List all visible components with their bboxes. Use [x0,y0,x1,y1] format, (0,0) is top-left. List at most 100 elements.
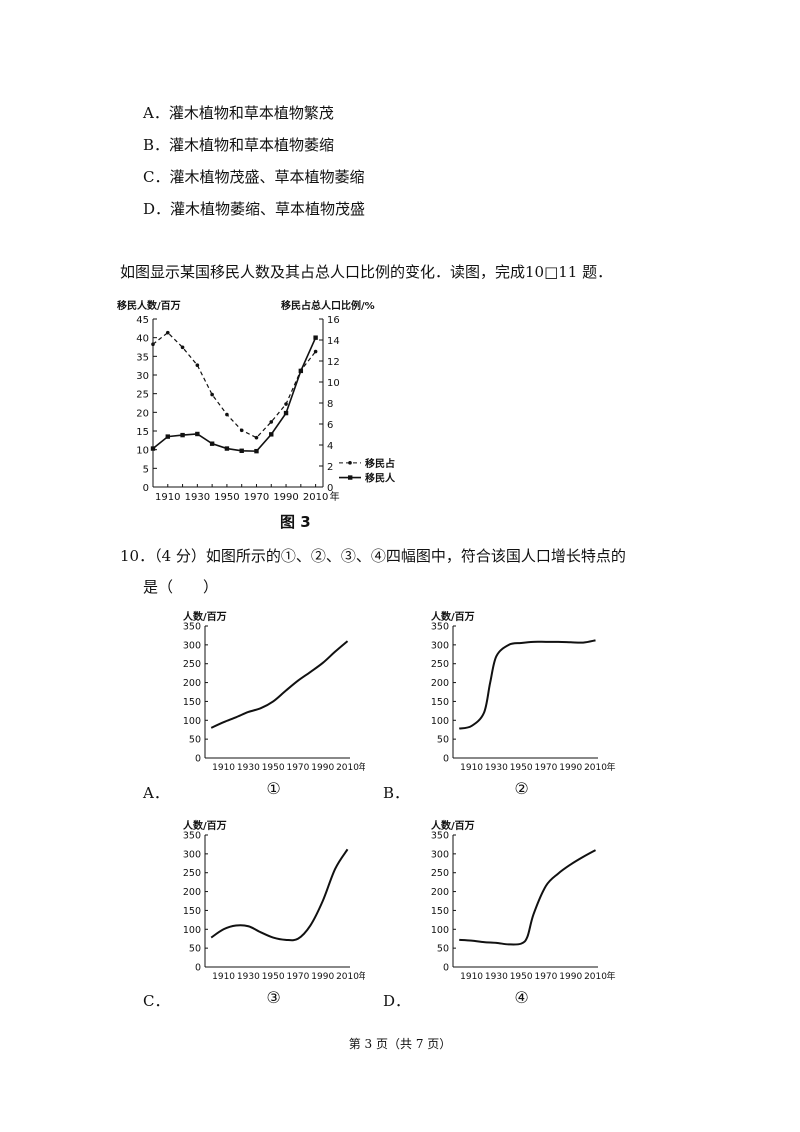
y-axis-label: 人数/百万 [431,819,475,832]
y-tick-label: 250 [431,868,449,879]
data-point-count [224,446,230,451]
y-tick-label: 300 [431,849,449,860]
data-point-count [165,434,170,439]
y-tick-label: 250 [431,659,449,670]
option-letter: C． [143,168,170,186]
y-tick-label-right: 12 [327,357,340,368]
chart-option-1: 人数/百万 0 50 100 150 200 250 300 350 1910 1930 1950 19… [165,608,368,807]
y-tick-label: 200 [431,887,449,898]
x-tick-label: 1990 [273,492,298,503]
data-point-count [269,432,274,437]
y-tick-label: 350 [183,622,201,633]
y-tick-label: 0 [443,963,449,974]
data-point-ratio [195,363,200,367]
x-tick-label: 1970 [534,972,557,982]
option-a-q10: A． [143,784,169,802]
x-tick-label: 1910 [460,972,483,982]
y-tick-label-right: 16 [327,315,340,326]
x-tick-label: 1970 [244,492,269,503]
y-tick-label: 50 [189,944,201,955]
data-point-ratio [165,330,170,335]
data-point-ratio [239,428,244,433]
y-tick-label-left: 40 [136,334,149,345]
option-letter: A． [143,104,169,122]
y-tick-label-left: 0 [143,483,149,494]
y-tick-label-right: 8 [327,399,333,410]
x-tick-label: 1930 [237,972,260,982]
x-tick-label: 2010 [336,972,359,982]
option-text: 灌木植物和草本植物萎缩 [169,136,335,154]
x-tick-label: 1970 [286,972,309,982]
data-point-count [254,448,259,454]
y-tick-label: 200 [183,887,201,898]
option-d-q9: D．灌木植物萎缩、草本植物茂盛 [143,198,365,219]
y-tick-label: 0 [195,963,201,974]
y-tick-label-left: 25 [136,390,149,401]
chart-number-label: ④ [514,988,528,1007]
x-tick-label: 1950 [214,492,239,503]
y-tick-label-right: 14 [327,336,340,347]
x-tick-label: 1910 [212,763,235,773]
data-point-ratio [269,420,274,424]
data-point-ratio [225,412,229,417]
y-tick-label-left: 20 [136,408,149,419]
data-point-ratio [180,345,185,350]
x-tick-label: 1910 [212,972,235,982]
chart-number-label: ② [514,779,528,798]
x-tick-label: 1990 [559,972,582,982]
y-tick-label-right: 10 [327,378,340,389]
data-point-count [209,441,215,446]
x-tick-label: 1910 [460,763,483,773]
x-tick-label: 1930 [185,492,210,503]
y-tick-label-left: 30 [136,371,149,382]
data-point-ratio [151,342,155,346]
x-tick-label: 1950 [262,972,285,982]
y-tick-label: 50 [437,944,449,955]
option-c-q9: C．灌木植物茂盛、草本植物萎缩 [143,166,365,187]
data-point-count [313,335,318,340]
y-tick-label: 50 [189,735,201,746]
data-point-ratio [313,349,318,354]
x-tick-label: 2010 [584,763,607,773]
y-tick-label-left: 10 [136,446,149,457]
x-tick-label: 1990 [559,763,582,773]
figure-3-chart: 移民人数/百万 移民占总人口比例/% 0 5 10 15 20 25 30 35 40 45 0 2 4 6 8… [117,299,445,531]
y-tick-label: 0 [195,754,201,765]
data-point-count [239,448,244,453]
x-tick-label: 1910 [155,492,180,503]
x-tick-label: 1990 [311,763,334,773]
x-tick-label: 1970 [286,763,309,773]
legend-marker-ratio [348,461,352,465]
y-axis-label: 人数/百万 [183,819,227,832]
y-tick-label-right: 2 [327,462,333,473]
option-letter: D． [143,200,171,218]
legend-label-count: 移民人数 [365,472,395,485]
series-line-count [152,337,317,452]
question-10-stem: 10．（4 分）如图所示的①、②、③、④四幅图中，符合该国人口增长特点的 [120,547,626,565]
y-tick-label: 100 [183,716,201,727]
y-tick-label: 350 [183,831,201,842]
y-axis-label: 人数/百万 [431,610,475,623]
y-axis-left-label: 移民人数/百万 [117,299,181,312]
option-b-q9: B．灌木植物和草本植物萎缩 [143,134,334,155]
x-tick-label: 1970 [534,763,557,773]
y-tick-label: 0 [443,754,449,765]
series-line-ratio [152,331,317,439]
option-c-q10: C． [143,992,170,1010]
y-tick-label: 150 [183,906,201,917]
legend-label-ratio: 移民占总人口比例 [365,457,395,470]
x-tick-label: 1930 [485,972,508,982]
y-axis-right-label: 移民占总人口比例/% [281,299,375,312]
page-footer: 第 3 页（共 7 页） [348,1037,452,1051]
figure-caption: 图 3 [280,513,311,531]
y-tick-label-right: 0 [327,483,333,494]
y-tick-label-left: 45 [136,315,149,326]
chart-number-label: ③ [266,988,280,1007]
y-tick-label: 100 [431,716,449,727]
data-point-ratio [254,435,259,440]
y-tick-label: 300 [183,849,201,860]
y-tick-label: 150 [183,697,201,708]
